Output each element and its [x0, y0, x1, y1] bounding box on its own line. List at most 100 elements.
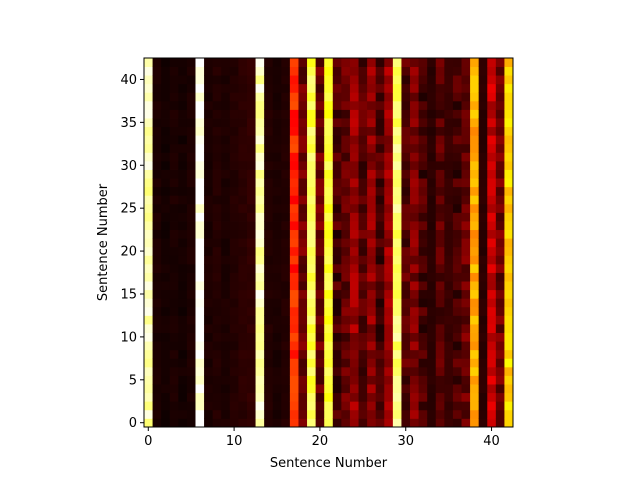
heatmap-cell — [401, 392, 411, 402]
heatmap-cell — [238, 366, 248, 376]
heatmap-cell — [246, 409, 256, 419]
heatmap-cell — [487, 272, 497, 282]
heatmap-cell — [401, 341, 411, 351]
heatmap-cell — [375, 66, 385, 76]
heatmap-cell — [367, 306, 377, 316]
heatmap-cell — [315, 358, 325, 368]
heatmap-cell — [246, 212, 256, 222]
heatmap-cell — [204, 349, 214, 359]
heatmap-cell — [169, 375, 179, 385]
heatmap-cell — [367, 401, 377, 411]
heatmap-cells — [144, 58, 514, 428]
heatmap-cell — [246, 195, 256, 205]
heatmap-cell — [427, 212, 437, 222]
heatmap-cell — [264, 246, 274, 256]
heatmap-cell — [444, 349, 454, 359]
heatmap-cell — [341, 75, 351, 85]
heatmap-cell — [495, 109, 505, 119]
heatmap-cell — [195, 58, 205, 67]
heatmap-cell — [169, 255, 179, 265]
heatmap-cell — [341, 375, 351, 385]
heatmap-cell — [367, 160, 377, 170]
heatmap-cell — [186, 401, 196, 411]
heatmap-cell — [358, 169, 368, 179]
heatmap-cell — [452, 221, 462, 231]
heatmap-cell — [238, 118, 248, 128]
heatmap-cell — [341, 315, 351, 325]
heatmap-cell — [307, 212, 317, 222]
heatmap-cell — [384, 392, 394, 402]
heatmap-cell — [349, 118, 359, 128]
heatmap-cell — [298, 392, 308, 402]
heatmap-cell — [195, 255, 205, 265]
heatmap-cell — [410, 358, 419, 368]
heatmap-cell — [204, 298, 214, 308]
heatmap-cell — [169, 212, 179, 222]
heatmap-cell — [358, 58, 368, 67]
heatmap-cell — [229, 126, 239, 136]
heatmap-cell — [410, 92, 419, 102]
heatmap-cell — [401, 418, 411, 428]
heatmap-cell — [461, 324, 471, 333]
heatmap-cell — [375, 375, 385, 385]
heatmap-cell — [161, 401, 171, 411]
heatmap-cell — [238, 135, 248, 145]
heatmap-cell — [461, 281, 471, 291]
heatmap-cell — [495, 238, 505, 248]
heatmap-cell — [384, 306, 394, 316]
heatmap-cell — [264, 418, 274, 428]
heatmap-cell — [418, 238, 428, 248]
heatmap-cell — [384, 126, 394, 136]
heatmap-cell — [212, 298, 222, 308]
heatmap-cell — [470, 178, 480, 188]
heatmap-cell — [478, 246, 488, 256]
heatmap-cell — [375, 143, 385, 153]
heatmap-cell — [401, 409, 411, 419]
heatmap-cell — [255, 315, 265, 325]
heatmap-cell — [144, 384, 153, 394]
heatmap-cell — [410, 418, 419, 428]
heatmap-cell — [375, 289, 385, 299]
heatmap-cell — [272, 229, 282, 239]
heatmap-cell — [144, 332, 153, 342]
heatmap-cell — [204, 212, 214, 222]
heatmap-cell — [238, 298, 248, 308]
heatmap-cell — [255, 418, 265, 428]
heatmap-cell — [504, 58, 514, 67]
heatmap-cell — [178, 306, 188, 316]
heatmap-cell — [461, 384, 471, 394]
heatmap-cell — [315, 221, 325, 231]
heatmap-cell — [375, 358, 385, 368]
heatmap-cell — [212, 212, 222, 222]
heatmap-cell — [204, 401, 214, 411]
heatmap-cell — [161, 75, 171, 85]
heatmap-cell — [195, 375, 205, 385]
heatmap-cell — [281, 92, 291, 102]
heatmap-cell — [435, 401, 445, 411]
heatmap-cell — [204, 332, 214, 342]
heatmap-cell — [212, 221, 222, 231]
heatmap-cell — [487, 366, 497, 376]
heatmap-cell — [444, 221, 454, 231]
heatmap-cell — [332, 229, 342, 239]
heatmap-cell — [452, 384, 462, 394]
heatmap-cell — [315, 83, 325, 93]
heatmap-cell — [289, 100, 299, 110]
heatmap-cell — [281, 83, 291, 93]
heatmap-cell — [349, 306, 359, 316]
heatmap-cell — [152, 263, 162, 273]
heatmap-cell — [427, 392, 437, 402]
heatmap-cell — [452, 315, 462, 325]
heatmap-cell — [478, 118, 488, 128]
heatmap-cell — [435, 195, 445, 205]
heatmap-cell — [238, 186, 248, 196]
heatmap-cell — [195, 186, 205, 196]
heatmap-cell — [298, 401, 308, 411]
heatmap-cell — [255, 272, 265, 282]
heatmap-cell — [418, 418, 428, 428]
heatmap-cell — [435, 92, 445, 102]
heatmap-cell — [255, 100, 265, 110]
heatmap-cell — [298, 246, 308, 256]
heatmap-cell — [461, 186, 471, 196]
heatmap-cell — [349, 409, 359, 419]
